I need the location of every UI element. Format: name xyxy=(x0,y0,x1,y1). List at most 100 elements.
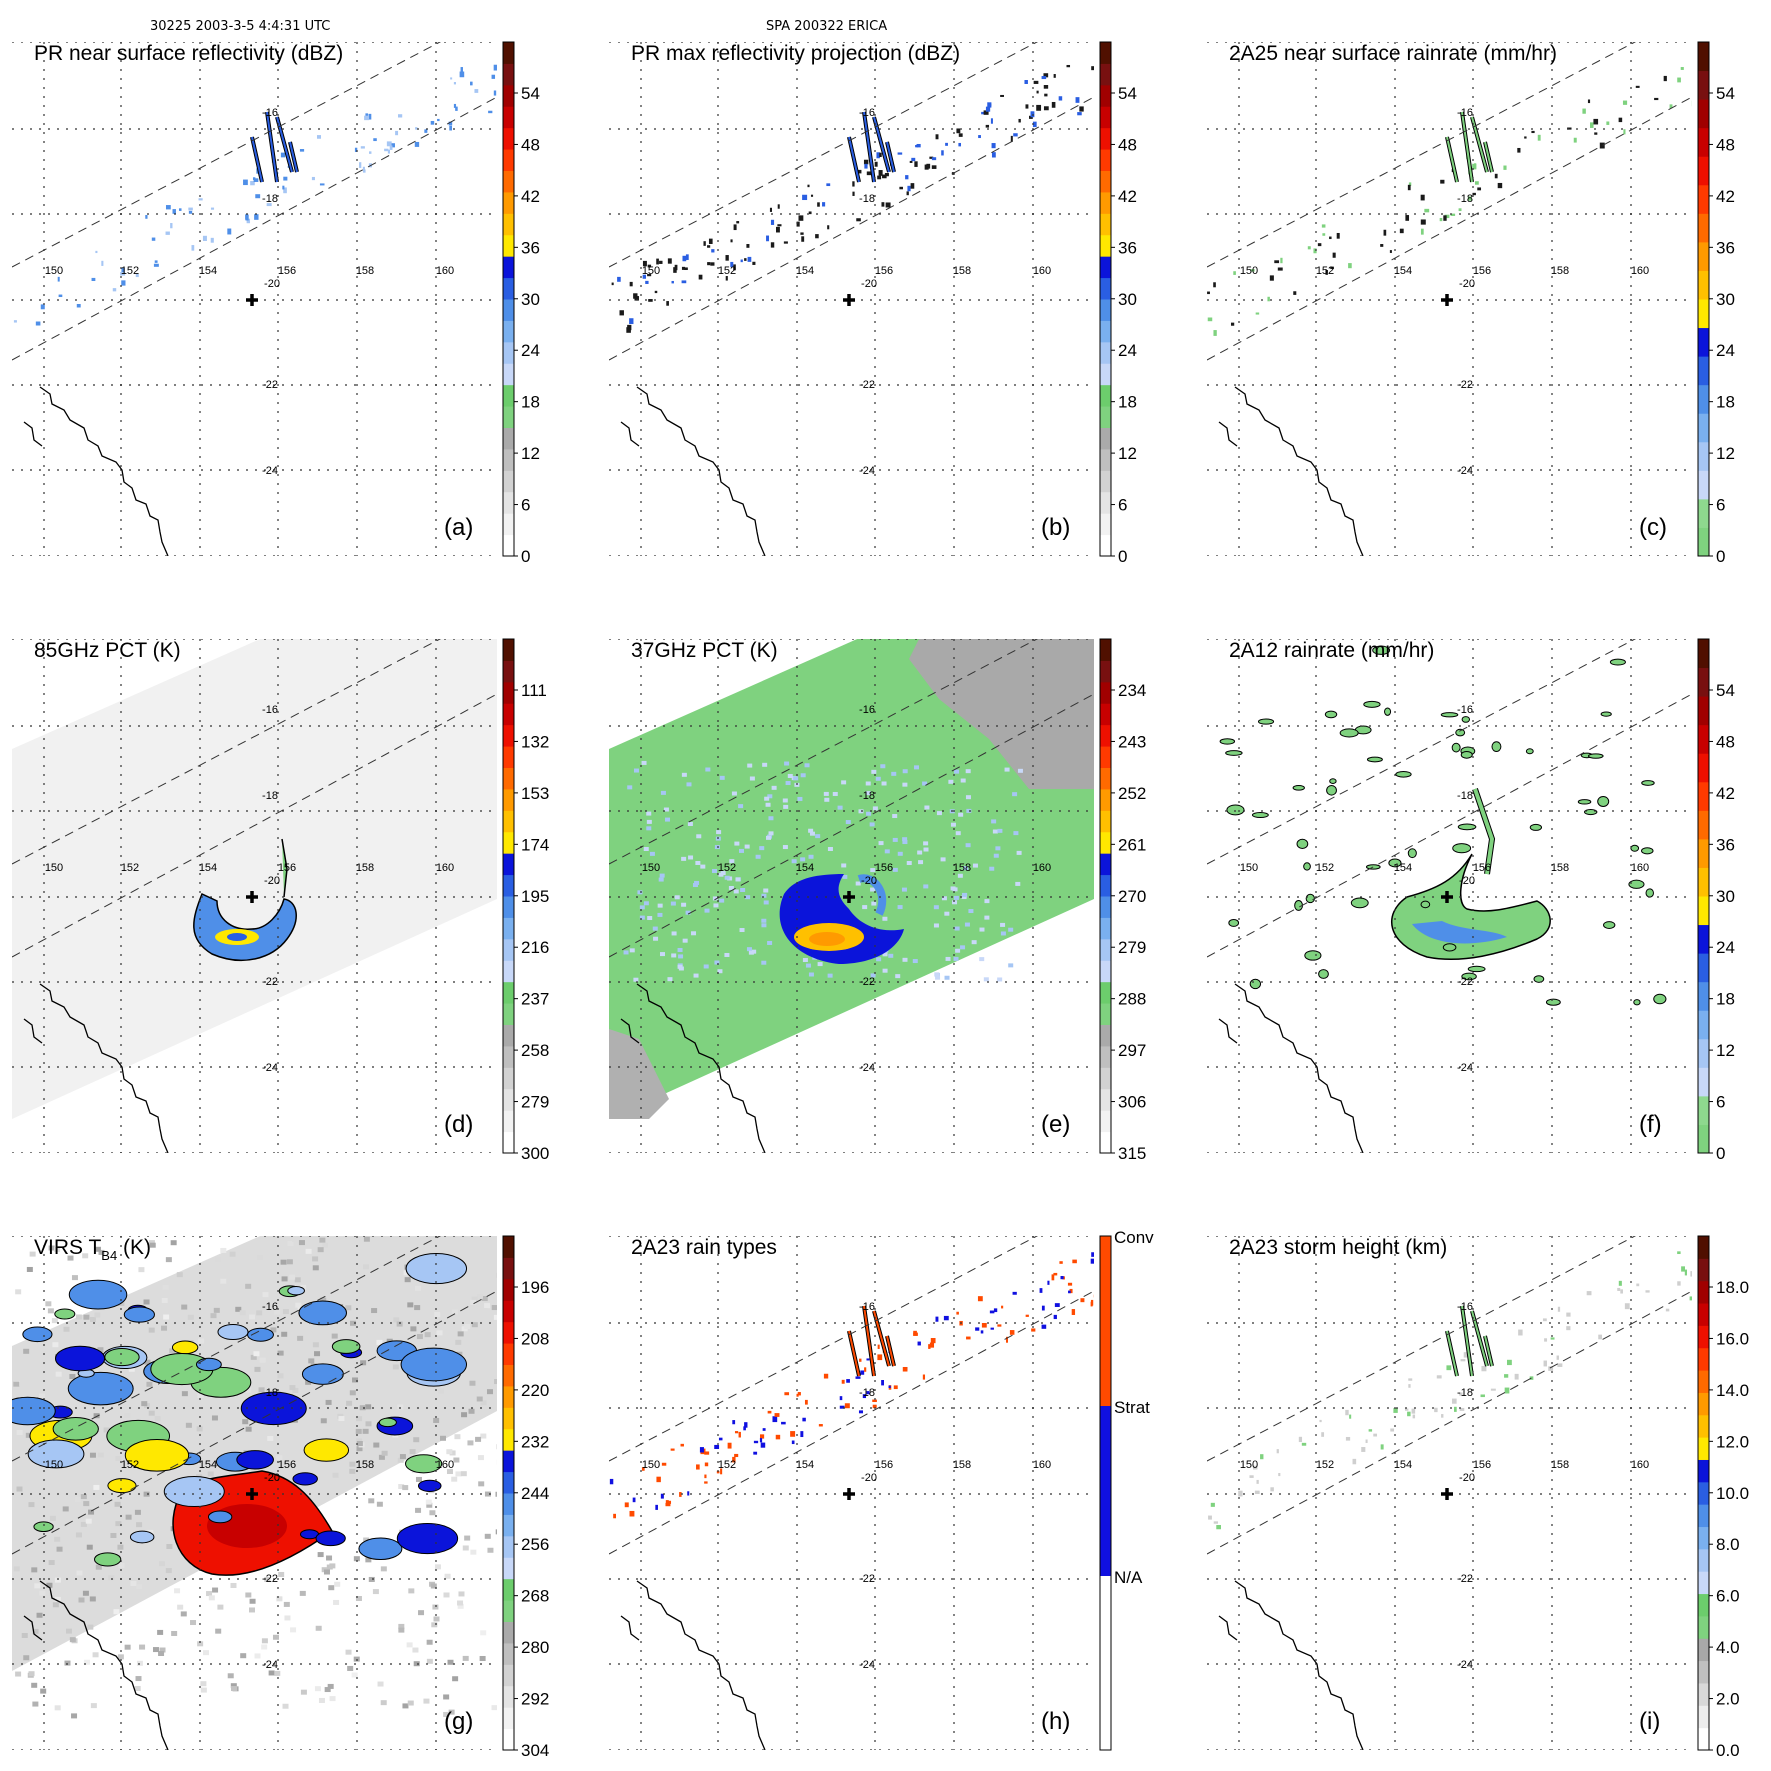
map-area: 150 152 154 156 158 160 -14 -16 -18 -20 -22 -24 PR n… xyxy=(12,31,497,556)
colorbar-segment xyxy=(503,1110,514,1133)
colorbar-segment xyxy=(503,299,514,321)
colorbar-segment xyxy=(1698,1067,1709,1097)
colorbar-segment xyxy=(1698,924,1709,954)
lon-label: 152 xyxy=(121,265,139,277)
panel-title: 2A25 near surface rainrate (mm/hr) xyxy=(1229,42,1557,65)
colorbar-label: N/A xyxy=(1114,1568,1143,1587)
colorbar-segment xyxy=(503,42,514,64)
colorbar-label: 315 xyxy=(1118,1144,1146,1163)
colorbar-label: 0 xyxy=(1716,547,1725,566)
pr-swath-edge xyxy=(12,1236,442,1462)
colorbar-segment xyxy=(1100,299,1111,321)
colorbar-segment xyxy=(503,1471,514,1494)
colorbar-label: 6 xyxy=(1716,496,1725,515)
colorbar-segment xyxy=(1100,320,1111,343)
colorbar-segment xyxy=(503,191,514,214)
colorbar-segment xyxy=(503,1728,514,1751)
header-storm-id: SPA 200322 ERICA xyxy=(766,19,888,34)
coastline xyxy=(620,1018,640,1044)
colorbar-segment xyxy=(1100,917,1111,940)
colorbar-segment xyxy=(503,746,514,768)
colorbar-segment xyxy=(1698,667,1709,697)
coastline xyxy=(636,1580,766,1750)
colorbar-label: 306 xyxy=(1118,1093,1146,1112)
pr-swath-edge xyxy=(12,1290,497,1555)
colorbar: 18.0 16.0 14.0 12.0 10.0 8.0 6.0 4.0 2.0 0.0 xyxy=(1697,1235,1749,1760)
lat-label: -20 xyxy=(264,1472,280,1484)
colorbar-segment xyxy=(1698,1437,1709,1460)
colorbar-segment xyxy=(1698,1682,1709,1706)
coastline xyxy=(23,1018,43,1044)
lat-label: -18 xyxy=(262,790,278,802)
lat-label: -24 xyxy=(262,1659,278,1671)
coastline xyxy=(620,1615,640,1641)
coastline xyxy=(1234,1580,1364,1750)
lat-label: -24 xyxy=(1457,465,1473,477)
colorbar-segment xyxy=(1100,1236,1111,1406)
storm-center-icon xyxy=(843,891,855,903)
colorbar-segment xyxy=(503,84,514,107)
colorbar-segment xyxy=(503,1600,514,1622)
colorbar-segment xyxy=(1100,660,1111,683)
colorbar-segment xyxy=(503,406,514,428)
colorbar-label: 0 xyxy=(1118,547,1127,566)
lon-label: 158 xyxy=(1551,265,1569,277)
panel-d: 150 152 154 156 158 160 -14 -16 -18 -20 -22 -24 85GH… xyxy=(12,638,549,1163)
lon-label: 160 xyxy=(436,265,454,277)
storm-center-icon xyxy=(246,1488,258,1500)
lon-label: 160 xyxy=(1631,1459,1649,1471)
storm-center-icon xyxy=(1441,294,1453,306)
colorbar-segment xyxy=(1100,724,1111,747)
colorbar-segment xyxy=(1698,1236,1709,1259)
colorbar-label: 36 xyxy=(521,238,540,257)
lon-label: 154 xyxy=(796,1459,814,1471)
colorbar-segment xyxy=(503,448,514,471)
colorbar-segment xyxy=(503,234,514,257)
lat-label: -22 xyxy=(262,976,278,988)
colorbar-segment xyxy=(503,1236,514,1258)
colorbar-label: 16.0 xyxy=(1716,1329,1749,1348)
lat-label: -16 xyxy=(262,107,278,119)
colorbar-segment xyxy=(503,960,514,983)
coastline xyxy=(620,421,640,447)
panel-letter: (a) xyxy=(444,514,473,541)
colorbar-label: 300 xyxy=(521,1144,549,1163)
colorbar-segment xyxy=(1698,1615,1709,1639)
colorbar-segment xyxy=(1100,42,1111,64)
colorbar-segment xyxy=(503,1131,514,1154)
colorbar-segment xyxy=(1698,1660,1709,1684)
coastline xyxy=(23,421,43,447)
colorbar-segment xyxy=(1698,639,1709,669)
colorbar-label: 132 xyxy=(521,732,549,751)
pr-swath-edge xyxy=(1207,1236,1637,1462)
panel-f: 150 152 154 156 158 160 -14 -16 -18 -20 -22 -24 2A12… xyxy=(1207,638,1735,1163)
colorbar-segment xyxy=(1698,241,1709,271)
colorbar-segment xyxy=(503,660,514,683)
colorbar-segment xyxy=(1100,513,1111,536)
colorbar-label: 243 xyxy=(1118,732,1146,751)
pr-swath-edge xyxy=(609,1290,1094,1555)
colorbar-segment xyxy=(503,703,514,726)
lon-label: 150 xyxy=(1240,862,1258,874)
panel-letter: (h) xyxy=(1041,1708,1070,1735)
colorbar: 54 48 42 36 30 24 18 12 6 0 xyxy=(1697,638,1735,1163)
lat-label: -14 xyxy=(262,31,278,43)
panel-letter: (i) xyxy=(1639,1708,1660,1735)
colorbar-segment xyxy=(1698,270,1709,300)
lat-label: -14 xyxy=(859,628,875,640)
colorbar-label: 30 xyxy=(1716,290,1735,309)
lat-label: -20 xyxy=(1459,875,1475,887)
panel-title: VIRS TB4 (K) xyxy=(34,1236,151,1263)
colorbar-segment xyxy=(1100,1067,1111,1090)
colorbar-segment xyxy=(1100,363,1111,386)
lat-label: -14 xyxy=(859,1225,875,1237)
storm-center-icon xyxy=(246,294,258,306)
colorbar-segment xyxy=(503,831,514,854)
colorbar-segment xyxy=(1698,213,1709,243)
colorbar-segment xyxy=(1698,1481,1709,1505)
colorbar-segment xyxy=(503,917,514,940)
coastline xyxy=(39,983,169,1153)
colorbar-segment xyxy=(1100,63,1111,86)
pr-swath-edge xyxy=(609,42,1039,268)
colorbar-segment xyxy=(1100,1024,1111,1047)
